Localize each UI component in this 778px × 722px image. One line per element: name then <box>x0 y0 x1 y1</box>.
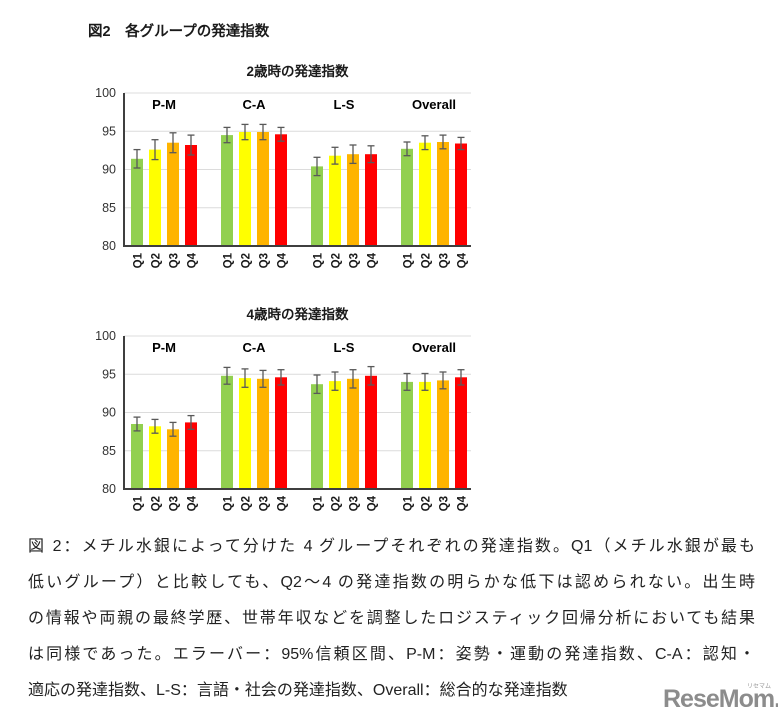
bar <box>167 142 179 246</box>
x-tick-label: Q1 <box>403 495 415 511</box>
y-tick-label: 85 <box>102 444 116 458</box>
bar <box>311 166 323 246</box>
bar <box>401 148 413 246</box>
bar <box>311 384 323 489</box>
chart-title: 2歳時の発達指数 <box>246 63 349 79</box>
x-tick-label: Q2 <box>331 496 343 511</box>
group-label: Overall <box>412 340 456 355</box>
bar <box>275 134 287 246</box>
x-tick-label: Q4 <box>367 252 379 268</box>
x-tick-label: Q2 <box>151 253 163 268</box>
y-tick-label: 80 <box>102 482 116 496</box>
x-tick-label: Q1 <box>133 495 145 511</box>
bar <box>455 377 467 489</box>
group-label: Overall <box>412 97 456 112</box>
x-tick-label: Q2 <box>421 253 433 268</box>
bar <box>347 154 359 246</box>
x-tick-label: Q4 <box>277 495 289 511</box>
bar <box>365 375 377 489</box>
x-tick-label: Q3 <box>169 496 181 511</box>
bar <box>149 149 161 246</box>
bar <box>221 135 233 246</box>
bar <box>239 378 251 489</box>
group-label: L-S <box>334 340 355 355</box>
x-tick-label: Q1 <box>313 252 325 268</box>
x-tick-label: Q2 <box>241 253 253 268</box>
figure-title: 図2 各グループの発達指数 <box>88 24 270 40</box>
x-tick-label: Q1 <box>223 495 235 511</box>
group-label: L-S <box>334 97 355 112</box>
y-tick-label: 95 <box>102 367 116 381</box>
x-tick-label: Q3 <box>439 253 451 268</box>
x-tick-label: Q4 <box>187 252 199 268</box>
bar <box>131 158 143 246</box>
y-tick-label: 95 <box>102 124 116 138</box>
group-label: P-M <box>152 97 176 112</box>
caption-line: は同様であった。エラーバー：95%信頼区間、P-M：姿勢・運動の発達指数、C-A… <box>28 646 755 663</box>
x-tick-label: Q3 <box>349 496 361 511</box>
x-tick-label: Q4 <box>187 495 199 511</box>
y-tick-label: 90 <box>102 163 116 177</box>
bar <box>239 132 251 246</box>
bar <box>257 132 269 246</box>
x-tick-label: Q4 <box>457 252 469 268</box>
bar <box>455 143 467 246</box>
y-tick-label: 85 <box>102 201 116 215</box>
bar <box>419 381 431 489</box>
x-tick-label: Q2 <box>421 496 433 511</box>
chart-developmental-index-age4: P-M Q1 Q2 Q3 Q4 C-A Q1 Q2 Q3 Q4 L-S Q1 Q2 Q3 Q4 Overall… <box>95 306 471 511</box>
bar <box>329 381 341 489</box>
caption-line: 図 2：メチル水銀によって分けた 4 グループそれぞれの発達指数。Q1（メチル水… <box>28 538 755 555</box>
x-tick-label: Q1 <box>133 252 145 268</box>
bar <box>365 154 377 246</box>
x-tick-label: Q4 <box>277 252 289 268</box>
figure-caption: 図 2：メチル水銀によって分けた 4 グループそれぞれの発達指数。Q1（メチル水… <box>28 529 755 709</box>
bar <box>257 378 269 489</box>
caption-line: の情報や両親の最終学歴、世帯年収などを調整したロジスティック回帰分析においても結… <box>28 610 755 627</box>
caption-line: 適応の発達指数、L-S：言語・社会の発達指数、Overall：総合的な発達指数 <box>28 682 568 699</box>
bar <box>347 378 359 489</box>
bar <box>131 424 143 489</box>
group-label: C-A <box>242 340 266 355</box>
bar <box>419 142 431 246</box>
bar <box>401 381 413 489</box>
resemom-logo: リセマム ReseMom. <box>663 682 778 716</box>
bar <box>437 380 449 489</box>
group-label: C-A <box>242 97 266 112</box>
group-label: P-M <box>152 340 176 355</box>
bar <box>167 429 179 489</box>
logo-text: ReseMom. <box>663 685 778 713</box>
bar <box>275 377 287 489</box>
y-tick-label: 100 <box>95 329 116 343</box>
bar <box>149 426 161 489</box>
x-tick-label: Q1 <box>313 495 325 511</box>
y-tick-label: 80 <box>102 239 116 253</box>
x-tick-label: Q3 <box>439 496 451 511</box>
bar <box>437 142 449 246</box>
bar <box>185 145 197 246</box>
x-tick-label: Q3 <box>259 496 271 511</box>
x-tick-label: Q1 <box>403 252 415 268</box>
x-tick-label: Q4 <box>367 495 379 511</box>
x-tick-label: Q1 <box>223 252 235 268</box>
bar <box>185 422 197 489</box>
y-tick-label: 100 <box>95 86 116 100</box>
x-tick-label: Q3 <box>169 253 181 268</box>
x-tick-label: Q2 <box>331 253 343 268</box>
bar <box>221 375 233 489</box>
chart-developmental-index-age2: P-M Q1 Q2 Q3 Q4 C-A Q1 Q2 Q3 Q4 L-S Q1 Q2 Q3 Q4 Overall… <box>95 63 471 268</box>
chart-title: 4歳時の発達指数 <box>246 306 349 322</box>
logo-ruby-text: リセマム <box>746 684 771 690</box>
x-tick-label: Q4 <box>457 495 469 511</box>
caption-line: 低いグループ）と比較しても、Q2～4 の発達指数の明らかな低下は認められない。出… <box>28 574 755 591</box>
bar <box>329 155 341 246</box>
x-tick-label: Q3 <box>349 253 361 268</box>
x-tick-label: Q2 <box>151 496 163 511</box>
x-tick-label: Q2 <box>241 496 253 511</box>
x-tick-label: Q3 <box>259 253 271 268</box>
y-tick-label: 90 <box>102 406 116 420</box>
